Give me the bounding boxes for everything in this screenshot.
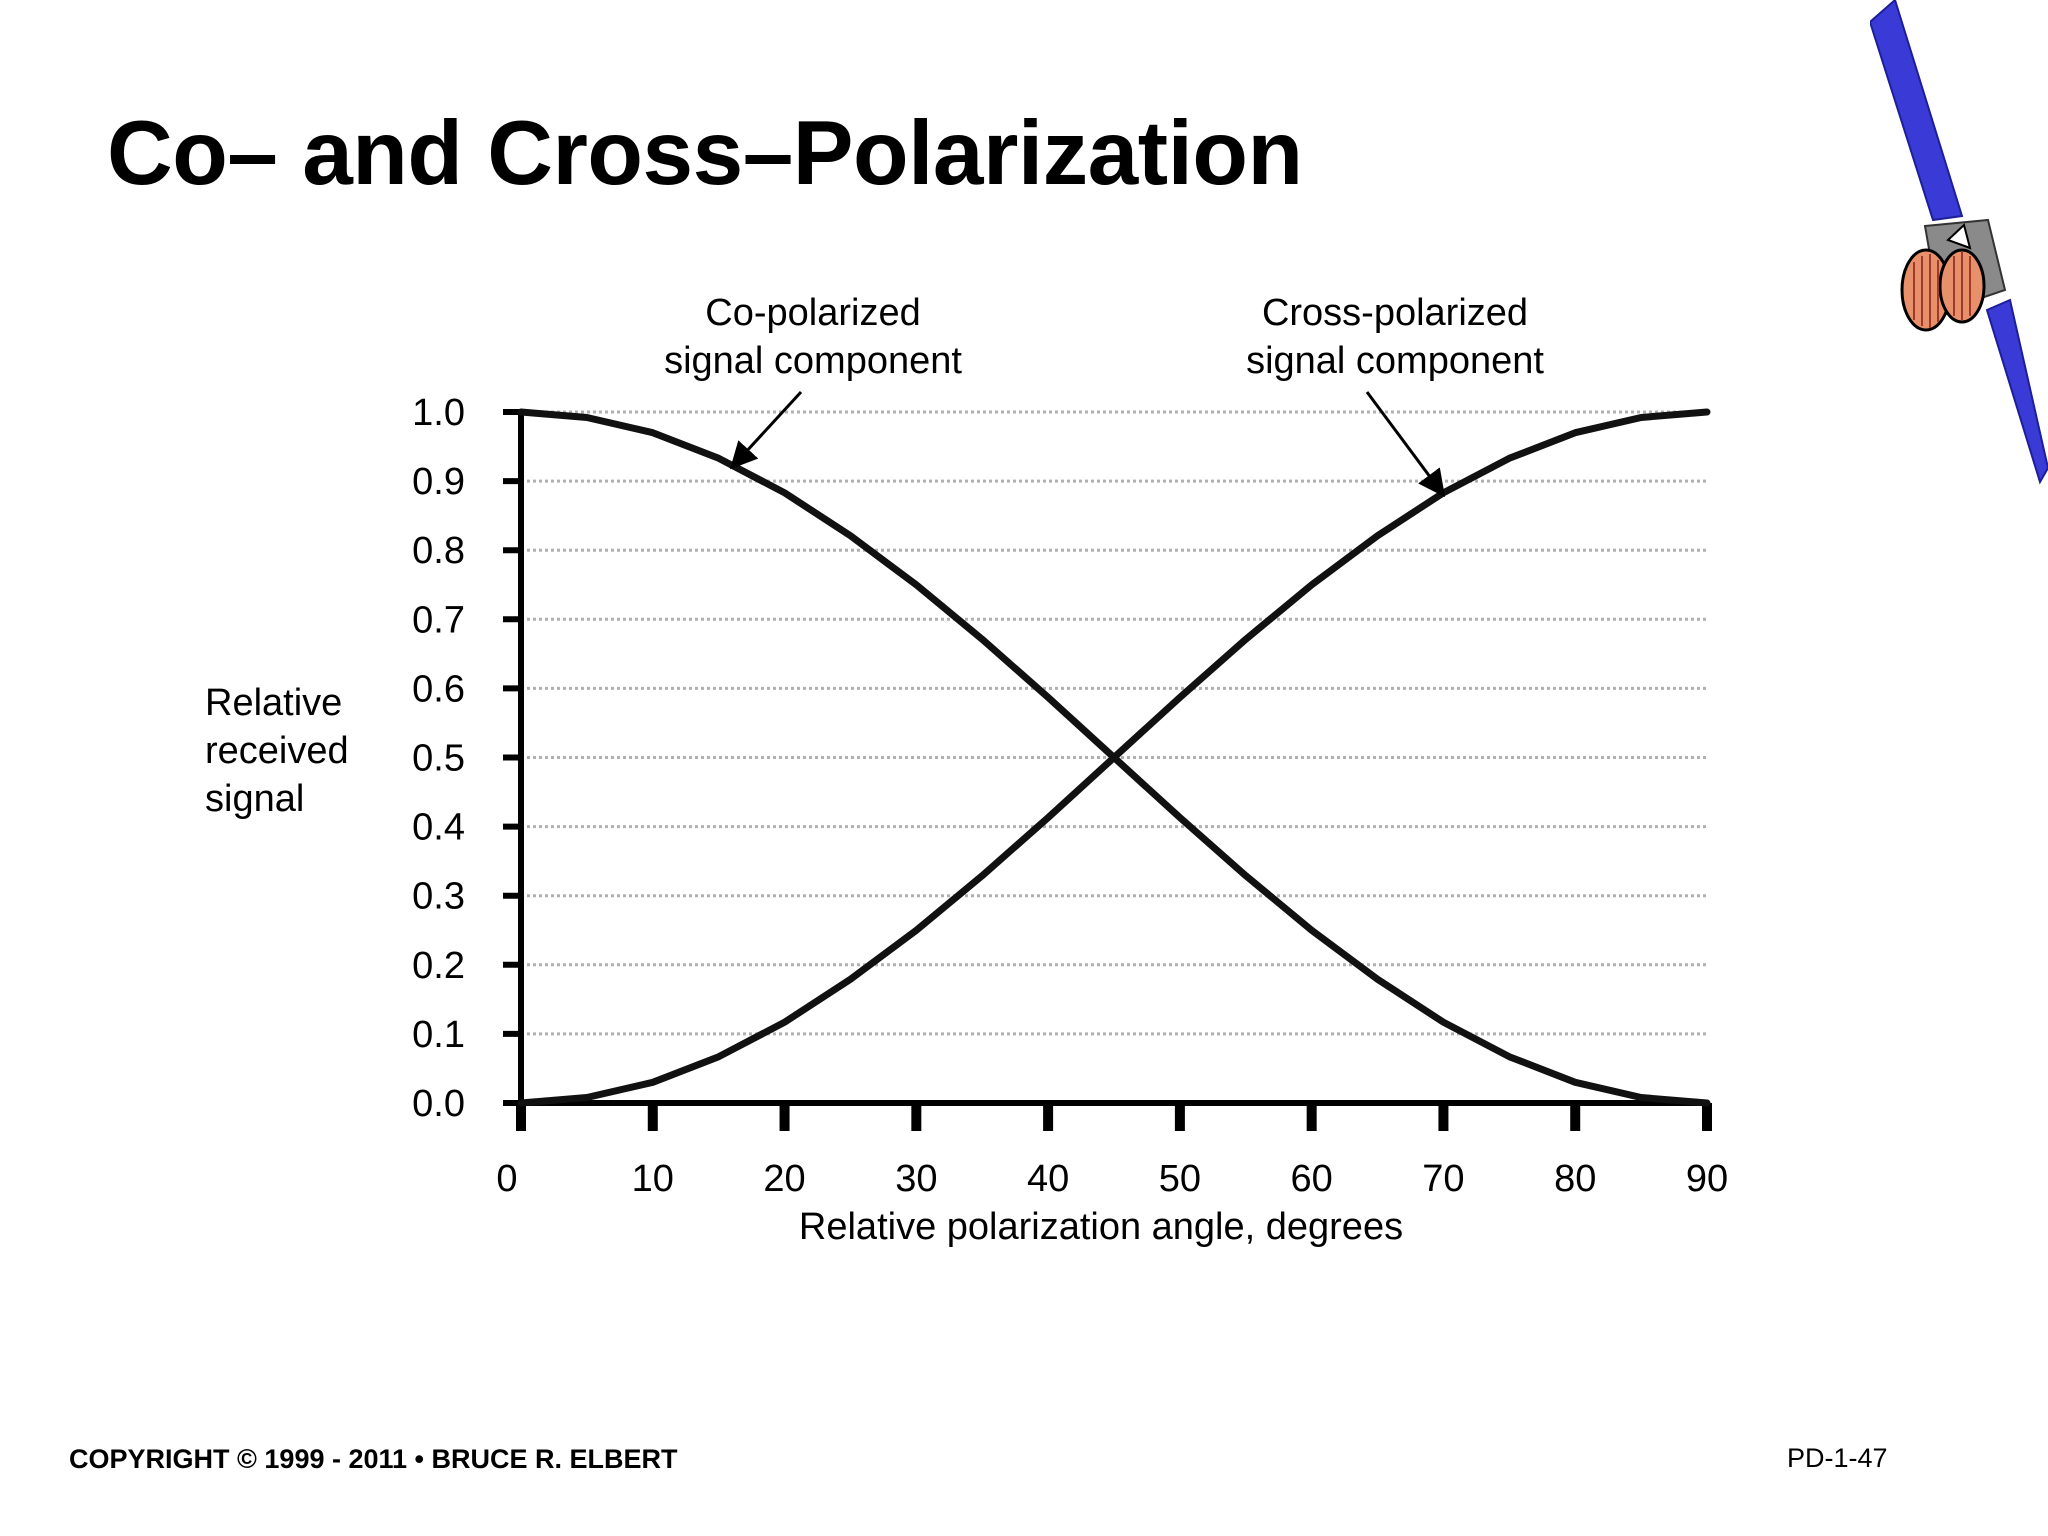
- y-axis-title-line-1: Relative: [205, 682, 343, 724]
- x-tick-label: 20: [763, 1158, 805, 1200]
- x-tick-label: 50: [1159, 1158, 1201, 1200]
- cross-polarized-annotation-line-2: signal component: [1246, 340, 1544, 382]
- x-tick-label: 90: [1686, 1158, 1728, 1200]
- x-tick-label: 70: [1422, 1158, 1464, 1200]
- x-axis-title-text: Relative polarization angle, degrees: [798, 1206, 1404, 1248]
- y-tick-label: 0.8: [412, 530, 465, 572]
- satellite-icon: [1870, 0, 2048, 485]
- y-axis-title-line-2: received: [205, 730, 349, 772]
- x-tick-label: 10: [632, 1158, 674, 1200]
- x-tick-label: 40: [1027, 1158, 1069, 1200]
- cross-polarized-annotation-line-1: Cross-polarized: [1261, 292, 1529, 334]
- y-tick-label: 0.3: [412, 876, 465, 918]
- co-polarized-annotation-line-1: Co-polarized: [705, 292, 921, 334]
- co-polarized-annotation-line-2: signal component: [664, 340, 962, 382]
- y-tick-label: 0.1: [412, 1014, 465, 1056]
- footer-copyright: COPYRIGHT © 1999 - 2011 • BRUCE R. ELBER…: [69, 1444, 678, 1474]
- y-tick-label: 0.6: [412, 668, 465, 710]
- y-tick-label: 0.0: [412, 1083, 465, 1125]
- y-tick-label: 0.7: [412, 599, 465, 641]
- y-axis-title: Relative received signal: [205, 679, 349, 823]
- y-tick-label: 0.2: [412, 945, 465, 987]
- cross-polarized-arrow: [1365, 391, 1446, 498]
- slide-title: Co– and Cross–Polarization: [107, 103, 1303, 204]
- page-number: PD-1-47: [1787, 1443, 1888, 1473]
- y-axis-title-line-3: signal: [205, 778, 305, 820]
- y-tick-label: 1.0: [412, 392, 465, 434]
- y-tick-label: 0.4: [412, 807, 465, 849]
- y-tick-label: 0.5: [412, 738, 465, 780]
- x-tick-label: 0: [496, 1158, 517, 1200]
- x-tick-label: 80: [1554, 1158, 1596, 1200]
- x-tick-label: 30: [895, 1158, 937, 1200]
- y-tick-label: 0.9: [412, 461, 465, 503]
- co-polarized-arrow: [730, 390, 803, 470]
- x-tick-label: 60: [1291, 1158, 1333, 1200]
